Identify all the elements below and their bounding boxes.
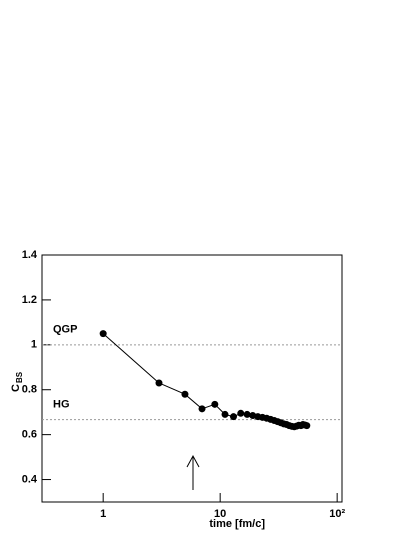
data-line — [102, 333, 307, 428]
y-tick-label: 1 — [31, 339, 37, 351]
y-tick-label: 0.6 — [22, 429, 37, 441]
y-tick-label: 0.8 — [22, 384, 37, 396]
y-tick-label: 0.4 — [22, 473, 38, 485]
data-point — [198, 405, 206, 413]
arrow-head — [186, 454, 200, 468]
data-point — [99, 330, 107, 338]
y-tick-label: 1.4 — [22, 249, 38, 261]
x-tick-label: 10² — [329, 508, 345, 520]
data-point — [243, 410, 251, 418]
data-point — [211, 400, 219, 408]
x-axis-label: time [fm/c] — [209, 518, 265, 530]
data-point — [155, 379, 163, 387]
data-point — [181, 390, 189, 398]
y-axis-label-subscript: BS — [15, 371, 24, 383]
data-point — [229, 413, 237, 421]
y-axis-label-group: C BS — [10, 371, 24, 392]
data-point — [303, 422, 311, 430]
reference-label: QGP — [53, 324, 77, 336]
x-tick-label: 10 — [214, 508, 226, 520]
y-axis-label: C — [10, 384, 22, 392]
data-point — [221, 410, 229, 418]
data-point — [237, 409, 245, 417]
y-tick-label: 1.2 — [22, 294, 37, 306]
x-tick-label: 1 — [100, 508, 106, 520]
reference-label: HG — [53, 398, 70, 410]
plot-frame — [41, 254, 343, 503]
